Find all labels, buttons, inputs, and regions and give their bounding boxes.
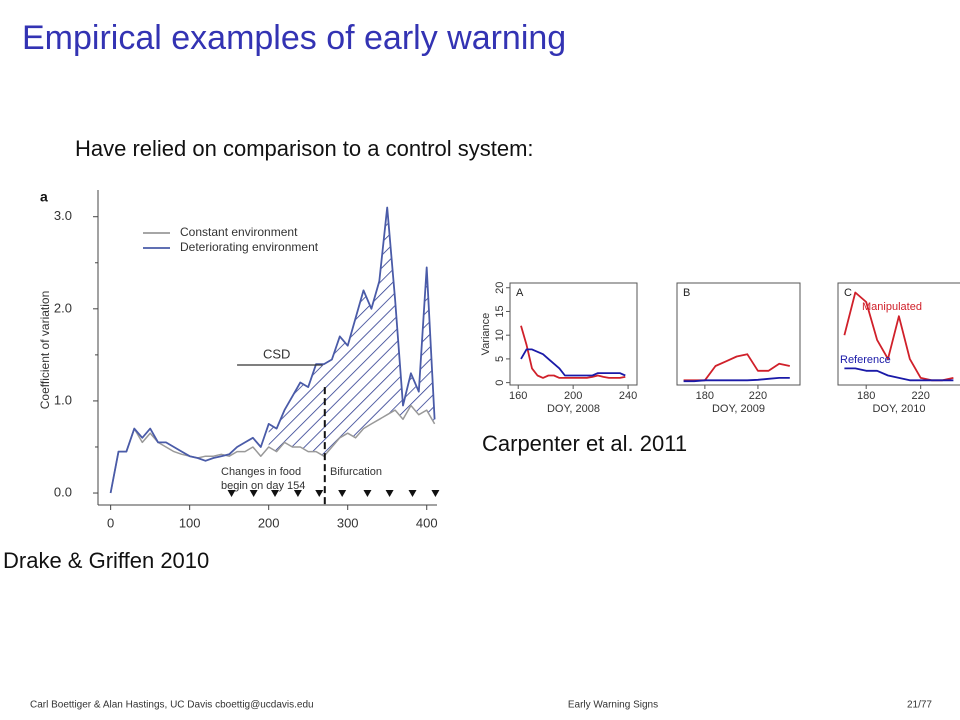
series-line [109, 206, 436, 494]
series-line [520, 325, 626, 379]
sample-marker [431, 490, 440, 497]
x-tick-label: 220 [749, 390, 767, 402]
y-axis-label: Variance [480, 313, 492, 356]
x-tick-label: 300 [337, 515, 359, 530]
x-tick-label: 180 [857, 390, 875, 402]
y-tick-label: 1.0 [54, 392, 72, 407]
sample-marker [227, 490, 236, 497]
body-text: Have relied on comparison to a control s… [75, 136, 534, 161]
y-axis-label: Coefficient of variation [38, 291, 52, 410]
sample-marker [293, 490, 302, 497]
sample-marker [315, 490, 324, 497]
legend-label: Deteriorating environment [180, 240, 319, 254]
sample-marker [249, 490, 258, 497]
annotation: Changes in food [221, 466, 301, 478]
x-tick-label: 240 [619, 390, 637, 402]
footer-title: Early Warning Signs [568, 700, 658, 711]
sample-marker [363, 490, 372, 497]
x-tick-label: 0 [107, 515, 114, 530]
panel-label: B [683, 287, 690, 299]
y-tick-label: 0 [494, 380, 506, 386]
y-tick-label: 3.0 [54, 208, 72, 223]
y-tick-label: 0.0 [54, 484, 72, 499]
figure-caption: Carpenter et al. 2011 [482, 431, 687, 456]
series-label: Manipulated [862, 301, 922, 313]
panel-label: a [40, 189, 48, 205]
annotation: Bifurcation [330, 466, 382, 478]
sample-marker [338, 490, 347, 497]
slide-title: Empirical examples of early warning [22, 19, 566, 57]
x-axis-label: DOY, 2008 [547, 403, 600, 415]
y-tick-label: 2.0 [54, 300, 72, 315]
sample-marker [385, 490, 394, 497]
x-axis-label: DOY, 2010 [872, 403, 925, 415]
legend-label: Constant environment [180, 225, 298, 239]
y-tick-label: 20 [494, 282, 506, 294]
y-tick-label: 10 [494, 329, 506, 341]
x-tick-label: 200 [564, 390, 582, 402]
x-tick-label: 180 [696, 390, 714, 402]
x-tick-label: 400 [416, 515, 438, 530]
panel-frame [837, 282, 960, 386]
sample-marker [271, 490, 280, 497]
y-tick-label: 15 [494, 305, 506, 317]
x-tick-label: 100 [179, 515, 201, 530]
series-label: Reference [840, 354, 891, 366]
sample-marker [408, 490, 417, 497]
figure-caption: Drake & Griffen 2010 [3, 548, 209, 573]
x-tick-label: 200 [258, 515, 280, 530]
panel-frame [509, 282, 638, 386]
series-line [683, 377, 790, 383]
annotation: CSD [263, 346, 290, 361]
panel-frame [676, 282, 801, 386]
series-line [844, 367, 954, 382]
x-axis-label: DOY, 2009 [712, 403, 765, 415]
panel-label: A [516, 287, 524, 299]
series-line [109, 404, 436, 494]
y-tick-label: 5 [494, 356, 506, 362]
x-tick-label: 220 [912, 390, 930, 402]
annotation: begin on day 154 [221, 480, 305, 492]
footer-author: Carl Boettiger & Alan Hastings, UC Davis… [30, 700, 314, 711]
panel-label: C [844, 287, 852, 299]
x-tick-label: 160 [509, 390, 527, 402]
series-line [520, 348, 626, 377]
footer-page: 21/77 [907, 700, 932, 711]
